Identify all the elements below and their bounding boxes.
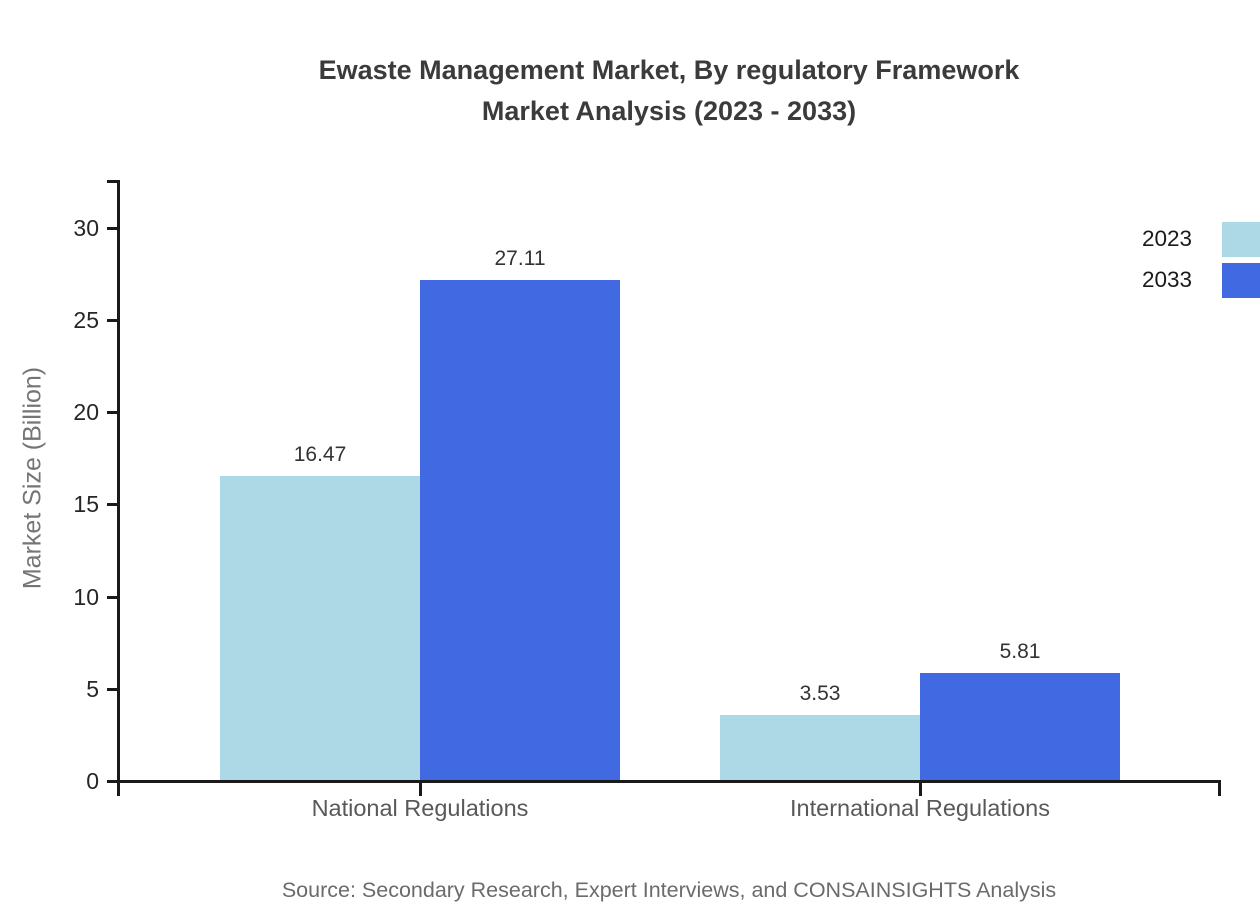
- y-tick: [107, 411, 117, 415]
- bar-value-label: 5.81: [999, 639, 1041, 663]
- x-tick: [419, 780, 422, 796]
- y-tick-label: 0: [86, 768, 99, 794]
- y-tick: [107, 226, 117, 230]
- legend-label: 2023: [1141, 226, 1192, 251]
- y-axis-end-tick: [107, 180, 120, 183]
- x-category-label: International Regulations: [790, 795, 1050, 821]
- y-tick-label: 20: [73, 399, 99, 426]
- legend-swatch: [1222, 221, 1260, 257]
- y-tick-label: 25: [73, 307, 99, 333]
- y-tick-label: 30: [73, 214, 99, 241]
- y-axis-line: [117, 180, 120, 783]
- bar-value-label: 27.11: [494, 247, 546, 271]
- bar-value-label: 16.47: [293, 443, 347, 467]
- bar-2033-2: [920, 672, 1120, 780]
- y-tick: [107, 595, 117, 599]
- x-axis-line: [117, 780, 1221, 783]
- bar-2023-1: [220, 476, 420, 780]
- legend-swatch: [1222, 262, 1260, 298]
- x-axis-start-tick: [117, 780, 120, 796]
- y-tick-label: 15: [73, 491, 99, 518]
- chart-title: Ewaste Management Market, By regulatory …: [118, 50, 1220, 132]
- chart-title-line2: Market Analysis (2023 - 2033): [481, 96, 857, 126]
- bar-2023-2: [720, 714, 920, 780]
- y-tick: [107, 503, 117, 507]
- y-tick-label: 10: [73, 583, 99, 610]
- x-axis-end-tick: [1218, 780, 1221, 796]
- bar-value-label: 3.53: [799, 681, 841, 705]
- y-tick: [107, 319, 117, 322]
- bar-2033-1: [420, 280, 620, 780]
- y-tick: [107, 780, 117, 783]
- legend-item-2033: 2033: [1142, 260, 1260, 300]
- legend: 2023 2033: [1142, 219, 1260, 301]
- x-category-label: National Regulations: [311, 795, 529, 821]
- legend-item-2023: 2023: [1142, 219, 1260, 259]
- y-tick-label: 5: [86, 675, 99, 702]
- chart-title-line1: Ewaste Management Market, By regulatory …: [318, 55, 1020, 85]
- y-tick: [107, 687, 117, 691]
- x-tick: [919, 780, 922, 796]
- source-note: Source: Secondary Research, Expert Inter…: [281, 878, 1057, 902]
- legend-label: 2033: [1141, 267, 1192, 292]
